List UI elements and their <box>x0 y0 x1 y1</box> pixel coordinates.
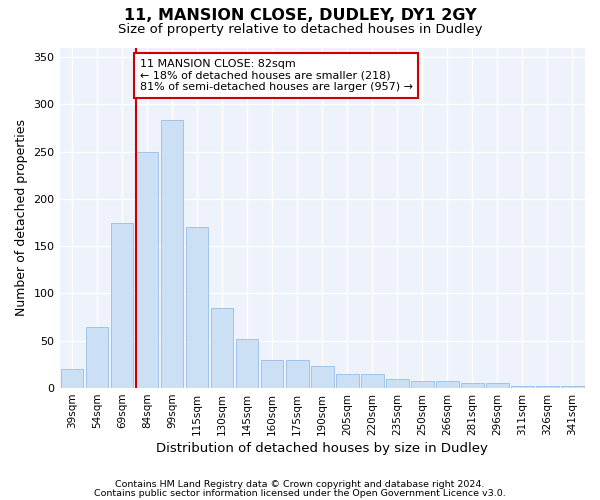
Text: Contains HM Land Registry data © Crown copyright and database right 2024.: Contains HM Land Registry data © Crown c… <box>115 480 485 489</box>
Bar <box>436 382 458 388</box>
Bar <box>286 360 308 388</box>
Y-axis label: Number of detached properties: Number of detached properties <box>15 120 28 316</box>
Bar <box>86 326 109 388</box>
Bar <box>486 384 509 388</box>
Bar <box>336 374 359 388</box>
Bar <box>386 378 409 388</box>
Bar <box>236 339 259 388</box>
Bar <box>511 386 534 388</box>
Text: 11 MANSION CLOSE: 82sqm
← 18% of detached houses are smaller (218)
81% of semi-d: 11 MANSION CLOSE: 82sqm ← 18% of detache… <box>140 59 413 92</box>
Bar <box>211 308 233 388</box>
Bar <box>461 384 484 388</box>
Bar <box>136 152 158 388</box>
Text: Contains public sector information licensed under the Open Government Licence v3: Contains public sector information licen… <box>94 489 506 498</box>
Bar <box>111 222 133 388</box>
Bar <box>311 366 334 388</box>
Bar <box>261 360 283 388</box>
X-axis label: Distribution of detached houses by size in Dudley: Distribution of detached houses by size … <box>157 442 488 455</box>
Bar <box>61 369 83 388</box>
Text: Size of property relative to detached houses in Dudley: Size of property relative to detached ho… <box>118 24 482 36</box>
Bar <box>411 380 434 388</box>
Bar <box>361 374 383 388</box>
Bar <box>536 386 559 388</box>
Bar <box>161 120 184 388</box>
Bar <box>186 227 208 388</box>
Bar <box>561 386 584 388</box>
Text: 11, MANSION CLOSE, DUDLEY, DY1 2GY: 11, MANSION CLOSE, DUDLEY, DY1 2GY <box>124 8 476 22</box>
